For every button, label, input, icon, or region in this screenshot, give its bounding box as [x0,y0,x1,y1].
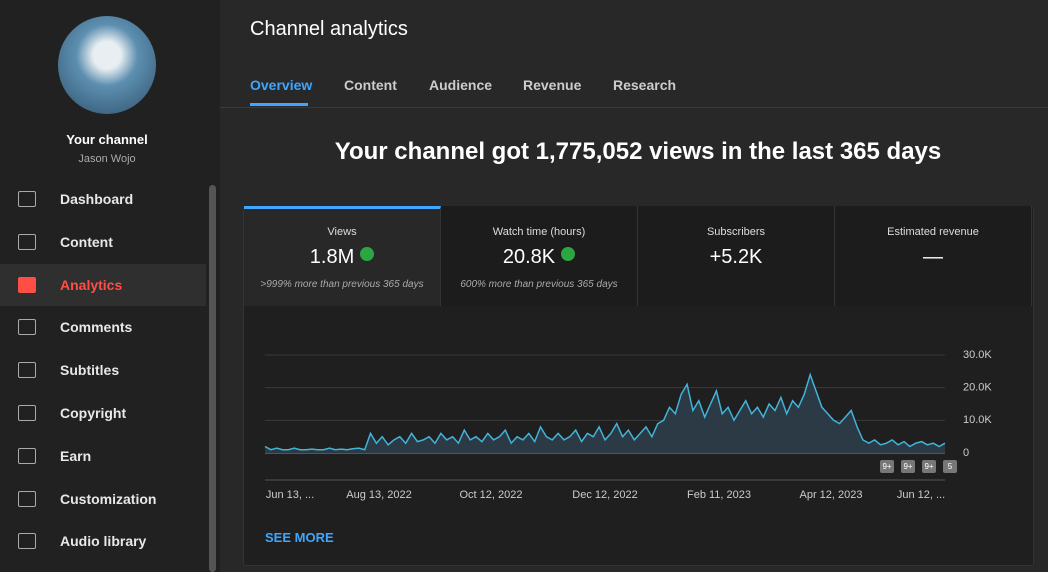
x-tick-label: Apr 12, 2023 [800,489,863,501]
up-icon [360,247,375,261]
nav-label: Comments [60,319,133,336]
area [265,374,945,453]
nav-item[interactable]: Subtitles [0,349,206,391]
see-more[interactable]: SEE MORE [265,530,334,545]
nav-icon [18,233,36,250]
badge [901,460,915,473]
metric-value: 1.8M [244,246,440,269]
metric-value: +5.2K [638,246,834,269]
badge-label: 9+ [903,462,912,471]
tab[interactable]: Revenue [523,77,582,93]
tab[interactable]: Content [344,77,397,93]
nav-label: Subtitles [60,362,120,379]
nav-item[interactable]: Copyright [0,392,206,434]
nav-icon [18,319,36,336]
metric-card[interactable]: Watch time (hours) 20.8K 600% more than pr… [441,206,638,306]
metric-value: — [835,246,1031,269]
nav-item[interactable]: Audio library [0,520,206,562]
nav-icon [18,405,36,421]
tab-underline [250,103,308,106]
nav-label: Earn [60,447,92,464]
badge [880,460,894,473]
metric-label: Watch time (hours) [492,226,586,238]
nav-label: Copyright [60,405,127,421]
y-tick-label: 10.0K [963,414,992,426]
nav-icon [18,533,36,550]
badge [943,460,957,473]
nav-item[interactable]: Content [0,221,206,263]
nav-label: Analytics [60,276,123,293]
badge [922,460,936,473]
avatar[interactable] [58,16,156,114]
nav-label: Content [60,233,113,250]
x-tick-label: Jun 13, ... [266,489,314,501]
metric-label: Estimated revenue [887,226,979,238]
metric-value: 20.8K [441,246,637,269]
y-tick-label: 30.0K [963,349,992,361]
metric-note: >999% more than previous 365 days [260,279,424,290]
x-tick-label: Jun 12, ... [897,489,945,501]
nav-label: Dashboard [60,191,134,207]
metric-label: Views [327,226,357,238]
sidebar: Your channel Jason Wojo Dashboard Content… [0,0,220,572]
x-tick-label: Oct 12, 2022 [460,489,523,501]
metric-card[interactable]: Estimated revenue — [835,206,1032,306]
x-tick-label: Feb 11, 2023 [687,489,751,501]
nav-icon [18,490,36,507]
nav-item[interactable]: Comments [0,306,206,348]
x-tick-label: Aug 13, 2022 [346,489,411,501]
up-icon [561,247,576,261]
metric-label: Subscribers [706,226,766,238]
badge-label: 5 [948,462,953,471]
line [264,372,946,451]
metric-card[interactable]: Views 1.8M >999% more than previous 365 da… [244,206,441,306]
scrollbar[interactable] [209,185,216,572]
y-tick-label: 20.0K [963,382,992,394]
metric-number: 1.8M [309,246,355,268]
badge-label: 9+ [924,462,933,471]
nav-icon [18,191,36,207]
nav-label: Customization [60,490,157,507]
metric-number: — [923,246,943,268]
headline: Your channel got 1,775,052 views in the … [334,138,942,165]
tab[interactable]: Overview [250,77,313,93]
y-tick-label: 0 [963,447,969,459]
nav-item[interactable]: Analytics [0,263,206,306]
metric-number: 20.8K [502,246,556,268]
nav-icon [18,276,36,293]
nav-label: Audio library [60,533,147,550]
nav-icon [18,362,36,379]
nav-item[interactable]: Customization [0,478,206,520]
metric-number: +5.2K [709,246,763,268]
metric-note: 600% more than previous 365 days [460,279,618,290]
channel-label: Your channel [66,132,148,147]
badge-label: 9+ [882,462,891,471]
divider [220,107,1048,108]
tab[interactable]: Audience [429,77,493,93]
channel-name: Jason Wojo [78,153,136,165]
metric-card[interactable]: Subscribers +5.2K [638,206,835,306]
nav-icon [18,447,36,464]
tab[interactable]: Research [613,77,677,93]
nav-item[interactable]: Dashboard [0,178,206,220]
x-tick-label: Dec 12, 2022 [572,489,637,501]
page-title: Channel analytics [250,18,408,40]
nav-item[interactable]: Earn [0,435,206,477]
